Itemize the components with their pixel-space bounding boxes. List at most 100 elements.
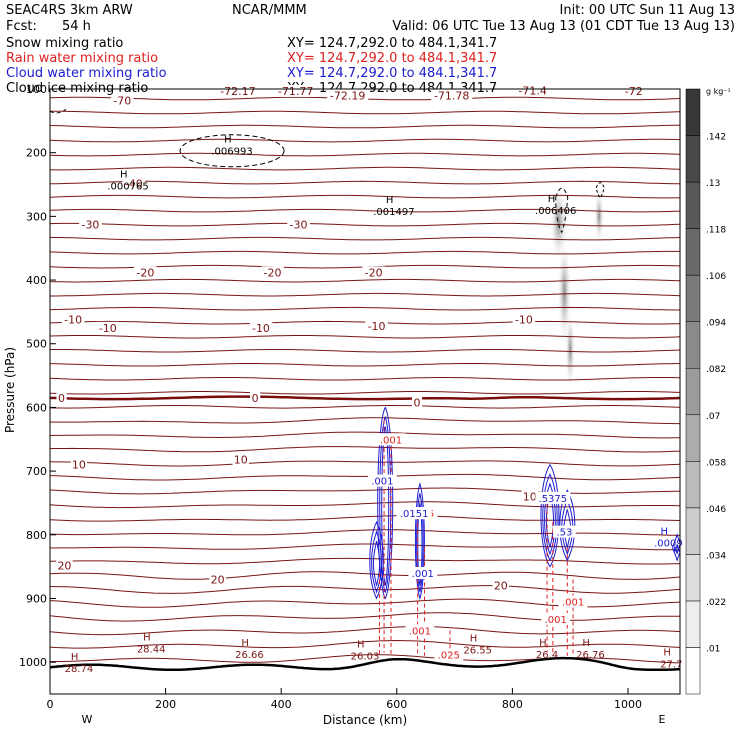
y-tick-label: 900	[26, 592, 47, 605]
isotherm-label: -72.19	[330, 89, 365, 102]
y-tick-label: 300	[26, 210, 47, 223]
snow-contour	[595, 182, 605, 199]
isotherm-label: -30	[290, 219, 308, 232]
y-tick-label: 200	[26, 147, 47, 160]
isotherm-line	[50, 250, 680, 255]
x-end-left: W	[82, 713, 93, 726]
isotherm-line	[50, 152, 680, 157]
isotherm-label-bg	[275, 84, 317, 97]
x-axis-label: Distance (km)	[323, 713, 407, 727]
terrain-line	[49, 656, 681, 672]
isotherm-label-bg	[134, 266, 157, 279]
isotherm-label-bg	[362, 266, 385, 279]
x-end-right: E	[659, 713, 666, 726]
x-tick-label: 400	[271, 698, 292, 711]
isotherm-label: -72.17	[220, 85, 255, 98]
isotherm-line	[50, 557, 680, 565]
extremum-label: 27.7	[660, 659, 682, 670]
extremum-label: .006406	[535, 206, 576, 217]
cloud-water-contour	[371, 530, 383, 594]
colorbar-tick-label: .106	[706, 272, 726, 282]
extremum-label: 26.76	[576, 650, 605, 661]
extremum-marker: H	[470, 633, 478, 644]
isotherm-line	[50, 405, 680, 409]
colorbar-tick-label: .082	[706, 365, 726, 375]
y-tick-label: 700	[26, 465, 47, 478]
isotherm-line	[50, 473, 680, 481]
legend-snow-xy: XY= 124.7,292.0 to 484.1,341.7	[287, 36, 497, 51]
isotherm-label: 20	[211, 573, 225, 586]
rain-label: .001	[545, 615, 567, 626]
snow-contour	[555, 187, 569, 234]
isotherm-label: -71.4	[518, 84, 546, 97]
colorbar-swatch	[685, 181, 701, 229]
cloud-water-contour	[369, 520, 384, 600]
colorbar-tick-label: .034	[706, 551, 726, 561]
isotherm-line	[50, 335, 680, 339]
snow-shading	[565, 310, 576, 391]
isotherm-label-bg	[431, 89, 473, 102]
colorbar-swatch	[685, 507, 701, 555]
isotherm-label: -30	[81, 219, 99, 232]
isotherm-label: 20	[57, 559, 71, 572]
isotherm-line	[50, 194, 680, 199]
isotherm-label-bg	[70, 458, 88, 471]
colorbar-swatch	[685, 414, 701, 462]
extremum-marker: H	[582, 638, 590, 649]
cloud-water-contour	[559, 489, 576, 562]
isotherm-line	[50, 612, 680, 622]
cloud-water-contour	[417, 502, 423, 586]
colorbar-swatch	[685, 367, 701, 416]
cloud-label: .5375	[539, 494, 568, 505]
cloud-label-bg	[553, 525, 576, 538]
legend-snow-name: Snow mixing ratio	[6, 36, 123, 51]
isotherm-label-bg	[96, 321, 120, 334]
isotherm-label: -10	[368, 320, 386, 333]
legend-cloud-xy: XY= 124.7,292.0 to 484.1,341.7	[287, 66, 497, 81]
extremum-label: 26.66	[235, 650, 264, 661]
legend-cloud-name: Cloud water mixing ratio	[6, 66, 167, 81]
isotherm-label: 0	[58, 392, 65, 405]
cloud-label: .0151	[400, 509, 429, 520]
extremum-label: 28.44	[137, 645, 166, 656]
isotherm-label-bg	[232, 453, 249, 466]
extremum-marker: H	[224, 135, 232, 146]
cloud-water-contour	[561, 498, 574, 556]
extremum-label: .006993	[211, 147, 252, 158]
isotherm-line	[50, 515, 680, 522]
ice-contour	[179, 134, 285, 168]
isotherm-label: -20	[136, 266, 154, 279]
rain-label: .001	[380, 435, 402, 446]
extremum-marker: H	[120, 170, 128, 181]
x-tick-label: 1000	[614, 698, 642, 711]
legend-rain-xy: XY= 124.7,292.0 to 484.1,341.7	[287, 51, 497, 66]
isotherm-label-bg	[515, 84, 551, 97]
isotherm-label: 20	[494, 580, 508, 593]
cloud-water-contour	[540, 463, 560, 568]
isotherm-label-bg	[512, 313, 536, 326]
isotherm-label: -71.77	[278, 85, 313, 98]
legend-rain-name: Rain water mixing ratio	[6, 51, 158, 66]
cloud-water-contour	[672, 533, 680, 562]
isotherm-label-bg	[492, 579, 510, 592]
isotherm-label-bg	[217, 84, 259, 97]
cloud-water-contour	[545, 493, 555, 548]
extremum-label: .0009	[654, 538, 683, 549]
isotherm-label: -20	[365, 266, 383, 279]
rain-label-bg	[558, 595, 588, 608]
isotherm-line	[50, 138, 680, 143]
colorbar-tick-label: .058	[706, 458, 726, 468]
rain-label-bg	[376, 433, 406, 446]
isotherm-line	[50, 487, 680, 495]
cloud-water-contour	[673, 544, 680, 554]
cloud-label-bg	[535, 491, 571, 504]
isotherm-label: 10	[234, 454, 248, 467]
plot-frame	[49, 88, 681, 695]
isotherm-line	[50, 501, 680, 509]
isotherm-line	[50, 431, 680, 439]
x-tick-label: 200	[155, 698, 176, 711]
isotherm-label: -40	[125, 177, 143, 190]
isotherm-label-bg	[287, 218, 310, 231]
colorbar-tick-label: .13	[706, 179, 720, 189]
